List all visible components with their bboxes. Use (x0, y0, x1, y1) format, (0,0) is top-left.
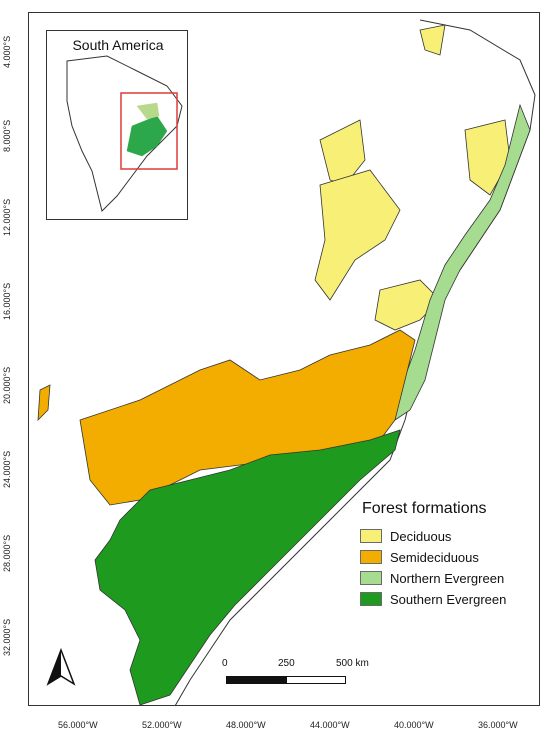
lon-label: 52.000°W (142, 720, 182, 730)
deciduous-region (319, 119, 366, 186)
scale-bar-black (227, 677, 287, 683)
legend-swatch (360, 592, 382, 606)
lon-label: 56.000°W (58, 720, 98, 730)
northern-evergreen-region (394, 103, 531, 421)
legend-label: Southern Evergreen (390, 591, 507, 607)
lon-label: 48.000°W (226, 720, 266, 730)
legend-label: Deciduous (390, 528, 452, 544)
lat-label: 20.000°S (2, 366, 12, 404)
lon-label: 44.000°W (310, 720, 350, 730)
inset-svg (66, 55, 183, 212)
lat-label: 24.000°S (2, 450, 12, 488)
scale-label: 0 (222, 658, 228, 669)
deciduous-region (374, 279, 441, 331)
inset-map: South America (46, 30, 188, 220)
legend-title: Forest formations (362, 500, 487, 517)
legend-label: Northern Evergreen (390, 570, 505, 586)
legend-item: Southern Evergreen (360, 590, 506, 608)
legend-item: Semideciduous (360, 548, 479, 566)
deciduous-region (419, 24, 446, 56)
scale-label: 250 (278, 658, 295, 669)
lat-label: 4.000°S (2, 35, 12, 68)
legend-item: Northern Evergreen (360, 569, 504, 587)
semideciduous-region (37, 384, 51, 422)
legend-swatch (360, 550, 382, 564)
legend-label: Semideciduous (390, 549, 479, 565)
inset-continent (66, 55, 183, 212)
north-arrow-icon (46, 648, 76, 686)
scale-label: 500 km (336, 658, 369, 669)
lon-label: 40.000°W (394, 720, 434, 730)
map-frame (28, 12, 540, 706)
lat-label: 12.000°S (2, 198, 12, 236)
inset-title: South America (72, 37, 164, 53)
inset-forest-extent (136, 102, 160, 120)
southern-evergreen-region (94, 429, 401, 706)
lat-label: 8.000°S (2, 119, 12, 152)
lat-label: 28.000°S (2, 534, 12, 572)
scale-bar (226, 676, 346, 684)
lat-label: 32.000°S (2, 618, 12, 656)
legend-swatch (360, 529, 382, 543)
legend-swatch (360, 571, 382, 585)
lon-label: 36.000°W (478, 720, 518, 730)
legend-item: Deciduous (360, 527, 451, 545)
inset-focus-area (120, 92, 178, 170)
deciduous-region (314, 169, 401, 301)
lat-label: 16.000°S (2, 282, 12, 320)
